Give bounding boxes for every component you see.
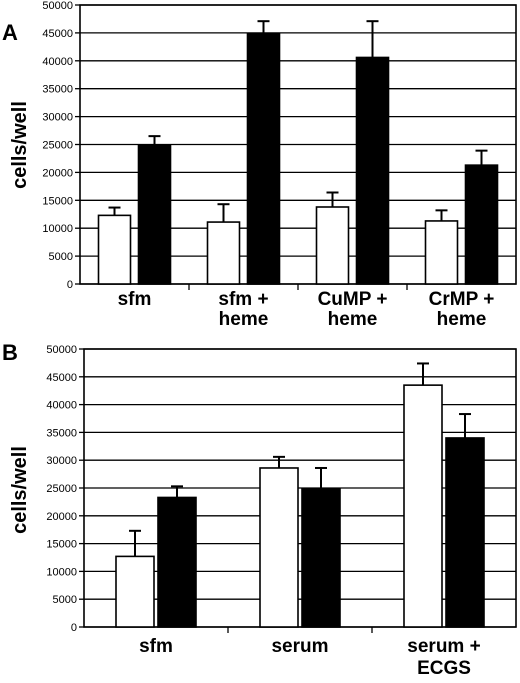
y-tick-label: 45000 bbox=[46, 372, 77, 384]
y-axis-title: cells/well bbox=[9, 101, 31, 189]
bar bbox=[246, 33, 281, 285]
plot-frame bbox=[83, 348, 517, 628]
y-tick-label: 40000 bbox=[46, 400, 77, 412]
y-tick-label: 15000 bbox=[42, 195, 73, 207]
y-tick-label: 50000 bbox=[46, 344, 77, 356]
category-label: sfm bbox=[118, 289, 152, 310]
category-label: CrMP + heme bbox=[429, 289, 495, 330]
y-tick-label: 10000 bbox=[42, 223, 73, 235]
panel-A: 0 5000 10000 15000 20000 25000 30000 35000 40000… bbox=[2, 0, 517, 330]
y-axis-title: cells/well bbox=[9, 446, 31, 534]
bar bbox=[424, 220, 459, 285]
y-tick-label: 0 bbox=[71, 622, 77, 634]
category-label: CuMP + heme bbox=[318, 289, 388, 330]
y-tick-label: 20000 bbox=[42, 167, 73, 179]
category-label: serum bbox=[271, 636, 328, 657]
y-tick-label: 30000 bbox=[42, 112, 73, 124]
y-tick-label: 15000 bbox=[46, 539, 77, 551]
bar bbox=[206, 221, 241, 285]
bar bbox=[97, 214, 132, 285]
y-tick-label: 50000 bbox=[42, 0, 73, 12]
panel-label: A bbox=[2, 20, 18, 45]
y-tick-label: 25000 bbox=[42, 140, 73, 152]
category-label: serum + ECGS bbox=[407, 636, 480, 679]
y-tick-label: 45000 bbox=[42, 28, 73, 40]
bar bbox=[301, 488, 341, 628]
bar bbox=[315, 206, 350, 285]
bar bbox=[137, 144, 172, 285]
bar bbox=[115, 555, 155, 628]
category-label: sfm bbox=[139, 636, 173, 657]
category-label: sfm + heme bbox=[218, 289, 268, 330]
y-tick-label: 30000 bbox=[46, 455, 77, 467]
y-tick-label: 5000 bbox=[49, 251, 73, 263]
y-tick-label: 40000 bbox=[42, 56, 73, 68]
y-tick-label: 35000 bbox=[42, 84, 73, 96]
y-tick-label: 20000 bbox=[46, 511, 77, 523]
y-tick-label: 35000 bbox=[46, 427, 77, 439]
bar bbox=[464, 164, 499, 285]
bar bbox=[259, 467, 299, 628]
panel-label: B bbox=[2, 340, 18, 365]
y-tick-label: 5000 bbox=[53, 594, 77, 606]
bar bbox=[355, 56, 390, 285]
y-tick-label: 25000 bbox=[46, 483, 77, 495]
bar bbox=[403, 384, 443, 628]
bar bbox=[445, 437, 485, 628]
y-tick-label: 0 bbox=[67, 279, 73, 291]
bar bbox=[157, 496, 197, 628]
panel-B: 0 5000 10000 15000 20000 25000 30000 35000 40000… bbox=[2, 340, 517, 679]
y-tick-label: 10000 bbox=[46, 566, 77, 578]
